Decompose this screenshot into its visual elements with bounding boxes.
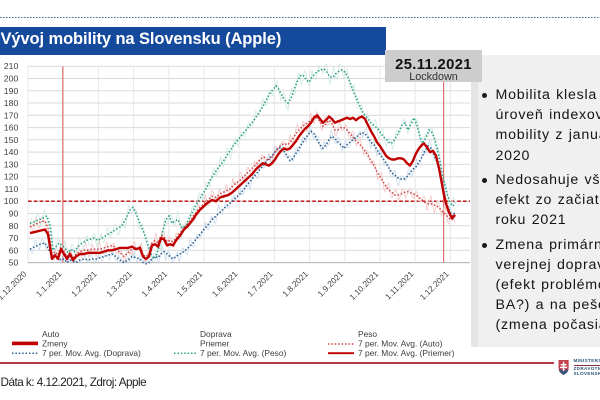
svg-text:1.5.2021: 1.5.2021 [175, 269, 205, 299]
svg-text:Priemer: Priemer [200, 338, 230, 348]
svg-text:Zmeny: Zmeny [42, 338, 68, 348]
svg-text:210: 210 [4, 61, 19, 71]
svg-text:110: 110 [4, 184, 18, 194]
svg-text:120: 120 [4, 172, 19, 182]
svg-text:100: 100 [4, 196, 19, 206]
svg-text:1.12.2020: 1.12.2020 [0, 269, 29, 302]
svg-text:7 per. Mov. Avg. (Priemer): 7 per. Mov. Avg. (Priemer) [358, 348, 455, 358]
svg-text:70: 70 [9, 233, 19, 243]
svg-text:1.9.2021: 1.9.2021 [315, 269, 345, 299]
svg-text:1.11.2021: 1.11.2021 [383, 269, 416, 302]
svg-text:80: 80 [9, 221, 19, 231]
svg-text:170: 170 [4, 110, 19, 120]
svg-text:7 per. Mov. Avg. (Auto): 7 per. Mov. Avg. (Auto) [358, 338, 443, 348]
svg-text:7 per. Mov. Avg. (Doprava): 7 per. Mov. Avg. (Doprava) [42, 348, 141, 358]
svg-text:160: 160 [4, 123, 19, 133]
svg-text:Doprava: Doprava [200, 329, 232, 339]
svg-text:1.1.2021: 1.1.2021 [34, 269, 64, 299]
svg-text:1.8.2021: 1.8.2021 [280, 269, 310, 299]
svg-text:90: 90 [9, 209, 19, 219]
svg-text:130: 130 [4, 159, 19, 169]
svg-text:1.6.2021: 1.6.2021 [210, 269, 240, 299]
svg-text:200: 200 [4, 74, 19, 84]
svg-text:50: 50 [9, 258, 19, 268]
svg-text:1.10.2021: 1.10.2021 [347, 269, 380, 302]
svg-text:150: 150 [4, 135, 19, 145]
svg-text:1.2.2021: 1.2.2021 [69, 269, 99, 299]
svg-text:1.7.2021: 1.7.2021 [245, 269, 275, 299]
svg-text:1.3.2021: 1.3.2021 [104, 269, 134, 299]
svg-text:190: 190 [4, 86, 19, 96]
svg-text:180: 180 [4, 98, 19, 108]
svg-text:140: 140 [4, 147, 19, 157]
svg-text:60: 60 [9, 245, 19, 255]
svg-text:Peso: Peso [358, 329, 377, 339]
svg-text:Auto: Auto [42, 329, 60, 339]
svg-text:1.12.2021: 1.12.2021 [418, 269, 451, 302]
svg-text:1.4.2021: 1.4.2021 [139, 269, 169, 299]
svg-text:7 per. Mov. Avg. (Peso): 7 per. Mov. Avg. (Peso) [200, 348, 286, 358]
